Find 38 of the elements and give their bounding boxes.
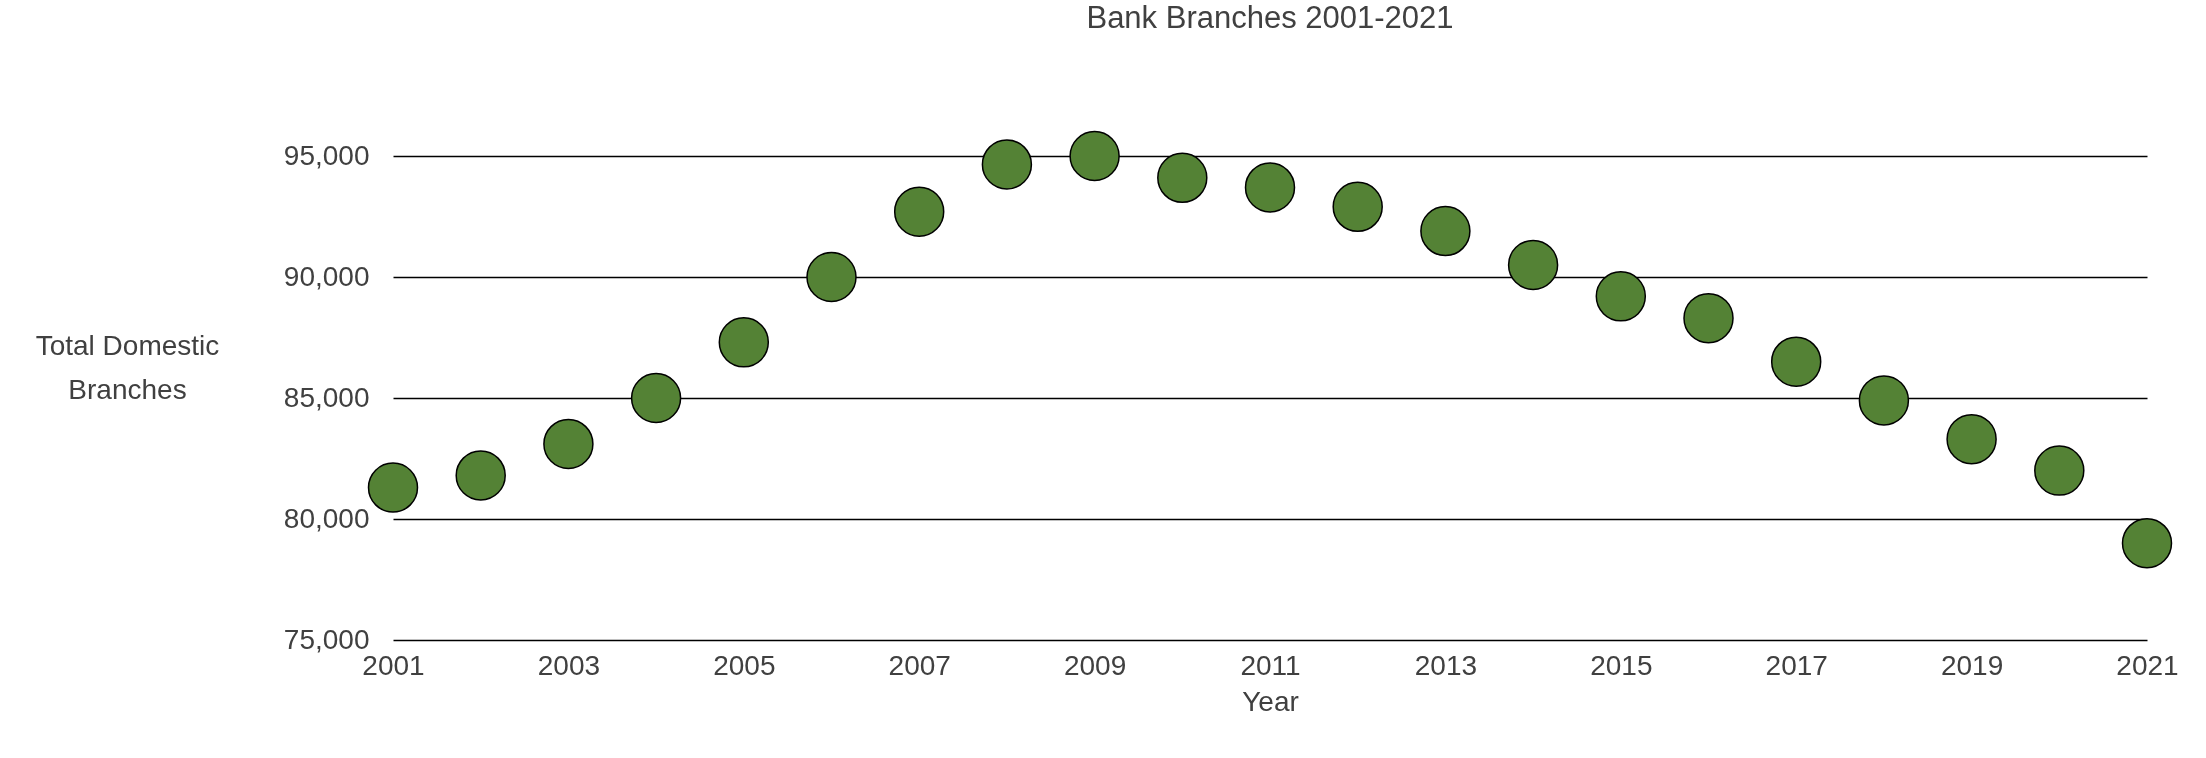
x-tick-label: 2003 [537,649,601,681]
point [893,186,945,237]
x-tick-label: 2011 [1240,649,1301,681]
x-tick-label: 2009 [1063,649,1127,681]
point [543,418,594,470]
point [2034,445,2085,496]
point [2121,518,2173,569]
x-tick-label: 2013 [1414,649,1478,681]
x-axis-title: Year [1242,685,1299,717]
y-tick-label: 95,000 [283,139,370,171]
chart-title: Bank Branches 2001-2021 [1086,0,1454,35]
x-tick-label: 2015 [1590,649,1653,681]
point [1069,130,1120,182]
x-tick-label: 2019 [1940,649,2004,681]
point [981,139,1033,190]
point [1244,162,1296,213]
point [1595,271,1647,322]
point [718,317,770,368]
point [1157,152,1208,203]
y-tick-label: 80,000 [283,502,370,534]
x-tick-label: 2017 [1765,649,1828,681]
x-tick-label: 2021 [2116,649,2179,681]
point [1683,292,1734,344]
point [1420,205,1471,257]
x-tick-label: 2005 [713,649,776,681]
point [455,450,506,501]
y-axis-title: Total Domestic Branches [35,329,220,405]
point [1332,181,1383,233]
point [1858,375,1910,426]
y-tick-label: 90,000 [283,260,370,292]
point [630,372,682,424]
y-tick-label: 85,000 [283,381,370,413]
point [1507,239,1559,291]
point [806,251,857,303]
x-tick-label: 2007 [888,649,951,681]
point [367,462,419,513]
point [1946,413,1997,465]
point [1770,336,1822,387]
